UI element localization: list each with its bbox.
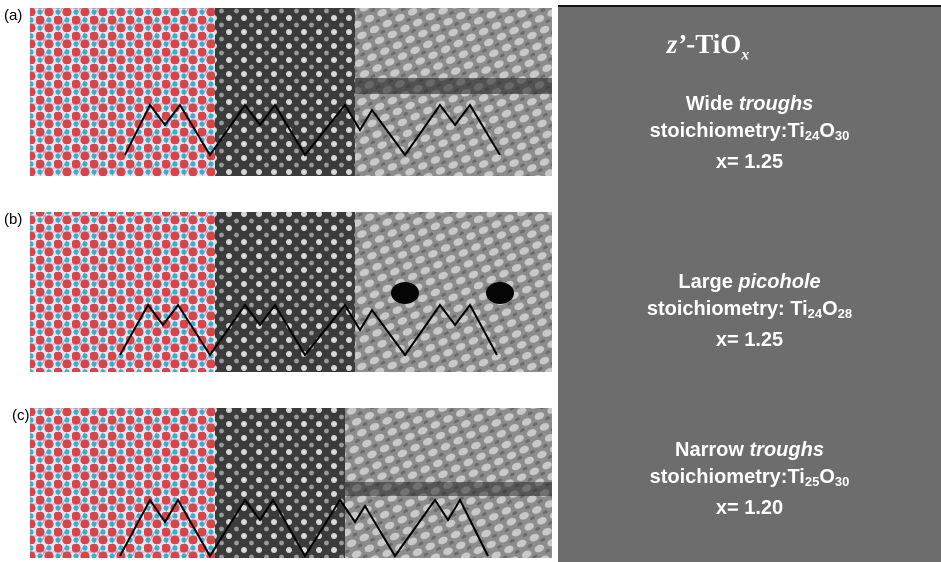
- panel-a-images: [30, 8, 552, 176]
- panel-label: (b): [4, 211, 22, 228]
- heading-plain: Wide: [686, 93, 739, 115]
- stm-simulation: [215, 408, 345, 558]
- stoichiometry: stoichiometry:Ti25O30: [558, 464, 941, 495]
- x-value: x= 1.20: [558, 495, 941, 522]
- stm-image: [355, 212, 552, 372]
- stoichiometry: stoichiometry: Ti24O28: [558, 296, 941, 327]
- phase-heading: Wide troughs: [558, 91, 941, 118]
- figure-images: (a) (b) (c): [0, 0, 556, 562]
- picohole: [486, 282, 514, 304]
- formula-element: O: [822, 298, 838, 320]
- figure-page: (a) (b) (c) z’-TiOx Wide troughsstoichio…: [0, 0, 941, 562]
- formula-count: 24: [805, 128, 819, 143]
- formula-count: 25: [805, 474, 819, 489]
- formula-count: 30: [835, 474, 849, 489]
- formula-element: Ti: [787, 120, 804, 142]
- stoichiometry-label: stoichiometry:: [650, 120, 788, 142]
- heading-plain: Large: [678, 271, 738, 293]
- title-main: -TiO: [686, 29, 741, 59]
- panel-label: (c): [12, 407, 30, 424]
- phase-heading: Narrow troughs: [558, 437, 941, 464]
- formula-count: 24: [808, 306, 822, 321]
- structure-model: [30, 408, 215, 558]
- heading-plain: Narrow: [675, 439, 749, 461]
- title-italic: z’: [667, 29, 687, 59]
- trough-band: [355, 78, 552, 94]
- panel-c-images: [30, 408, 552, 558]
- heading-italic: troughs: [750, 439, 824, 461]
- formula-element: O: [819, 466, 835, 488]
- page: z'-TiOx phases {"panels_labels": ["(a)",…: [0, 0, 941, 562]
- x-value: x= 1.25: [558, 149, 941, 176]
- formula-element: Ti: [790, 298, 807, 320]
- structure-model: [30, 8, 215, 176]
- phase-heading: Large picohole: [558, 269, 941, 296]
- formula-element: Ti: [787, 466, 804, 488]
- stoichiometry-label: stoichiometry:: [647, 298, 790, 320]
- formula-element: O: [819, 120, 835, 142]
- picohole: [391, 282, 419, 304]
- panel-label: (a): [4, 7, 22, 24]
- stoichiometry: stoichiometry:Ti24O30: [558, 118, 941, 149]
- trough-band: [345, 482, 552, 496]
- stm-simulation: [215, 212, 355, 372]
- stm-simulation: [215, 8, 355, 176]
- structure-model: [30, 212, 215, 372]
- title: z’-TiOx: [558, 29, 858, 64]
- formula-count: 28: [838, 306, 852, 321]
- title-sub: x: [741, 46, 749, 63]
- stoichiometry-label: stoichiometry:: [650, 466, 788, 488]
- heading-italic: troughs: [739, 93, 813, 115]
- panel-b-images: [30, 212, 552, 372]
- heading-italic: picohole: [738, 271, 820, 293]
- formula-count: 30: [835, 128, 849, 143]
- x-value: x= 1.25: [558, 327, 941, 354]
